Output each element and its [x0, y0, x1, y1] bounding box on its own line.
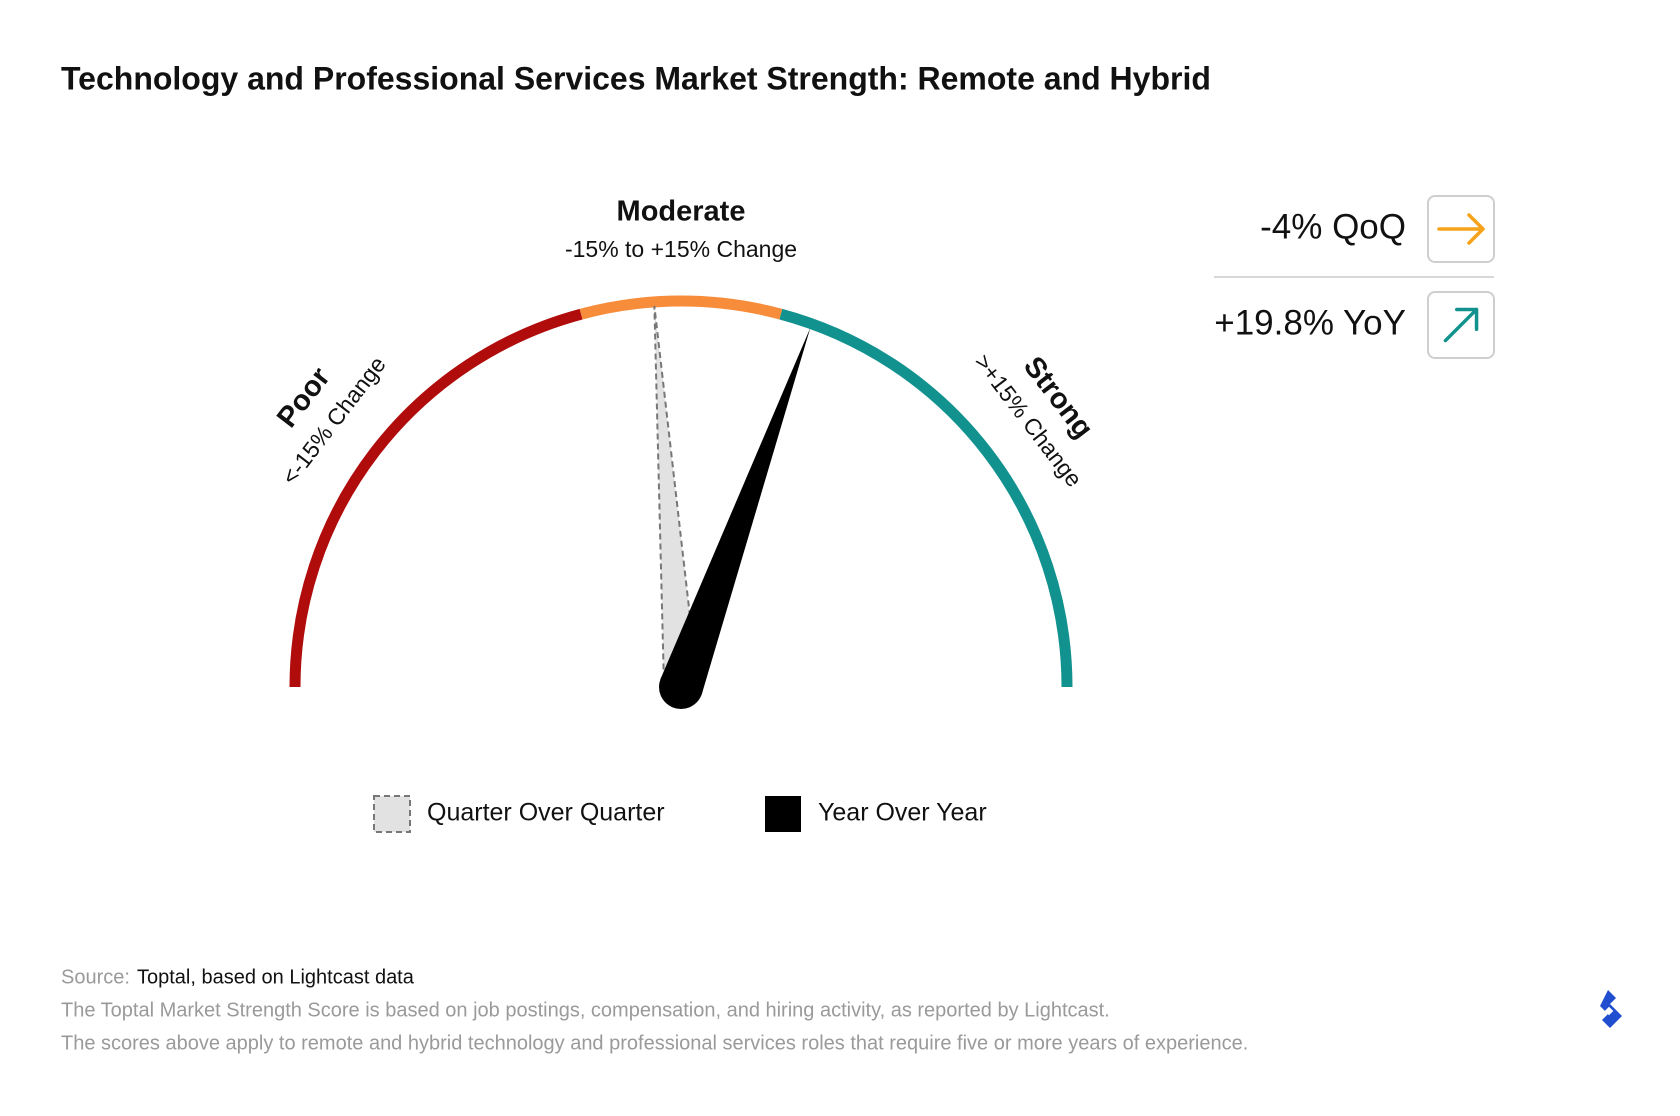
note: The scores above apply to remote and hyb… — [61, 1032, 1248, 1054]
source-label: Source: — [61, 966, 130, 988]
note: The Toptal Market Strength Score is base… — [61, 999, 1110, 1021]
gauge-zone — [289, 308, 583, 688]
trend-arrow — [1443, 307, 1479, 343]
legend-label: Quarter Over Quarter — [427, 799, 665, 827]
value-label: +19.8% YoY — [1214, 303, 1406, 342]
arrow-shape — [1437, 213, 1485, 245]
legend-swatch — [373, 795, 411, 833]
chart-title: Technology and Professional Services Mar… — [61, 60, 1211, 96]
legend-label: Year Over Year — [818, 799, 987, 827]
needle-hub — [659, 665, 703, 709]
gauge-zone — [579, 295, 783, 320]
arrow-shape — [1443, 307, 1479, 343]
needle-shape — [660, 327, 811, 695]
legend-swatch — [765, 796, 801, 832]
zone-name: Moderate — [617, 196, 746, 228]
zone-label: -15% to +15% Change — [565, 236, 797, 262]
source: Toptal, based on Lightcast data — [137, 966, 415, 988]
trend-arrow — [1437, 213, 1485, 245]
value-label: -4% QoQ — [1260, 207, 1406, 246]
needle — [659, 327, 811, 709]
gauge-zone — [779, 308, 1073, 688]
